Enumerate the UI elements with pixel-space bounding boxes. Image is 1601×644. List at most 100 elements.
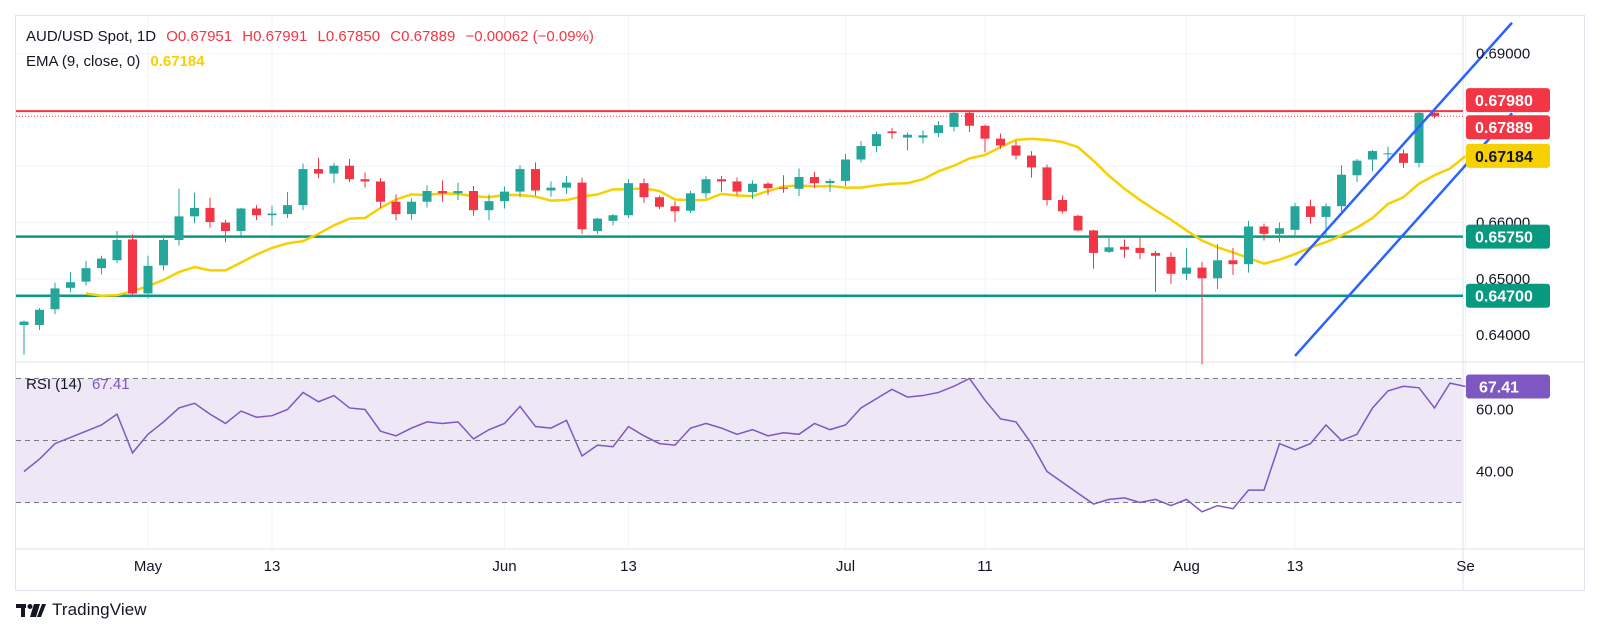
- candle-up: [1321, 206, 1331, 217]
- candle-down: [1399, 153, 1408, 163]
- candle-up: [1213, 260, 1222, 279]
- candle-down: [1151, 252, 1160, 256]
- candle-up: [1383, 153, 1393, 155]
- candle-down: [1197, 267, 1207, 279]
- tradingview-brand[interactable]: TradingView: [16, 598, 147, 622]
- candle-down: [965, 112, 974, 126]
- rsi-tick-label: 40.00: [1476, 464, 1514, 481]
- candle-down: [577, 182, 587, 230]
- candle-down: [1306, 206, 1315, 217]
- candle-down: [345, 165, 354, 180]
- candle-up: [1368, 151, 1377, 160]
- candle-up: [748, 183, 757, 193]
- price-tick-label: 0.65000: [1476, 271, 1530, 288]
- candle-up: [422, 191, 432, 202]
- price-badge-label: 0.64700: [1475, 289, 1533, 306]
- candle-up: [19, 321, 29, 325]
- candle-down: [391, 201, 401, 215]
- time-tick-label: 13: [620, 558, 637, 575]
- ema-line: [85, 137, 1467, 297]
- price-badge-last: [1466, 115, 1550, 140]
- candle-down: [128, 239, 137, 294]
- candle-up: [35, 309, 44, 325]
- candle-down: [205, 207, 215, 222]
- high-value: H0.67991: [242, 28, 308, 45]
- price-badge-label: 0.65750: [1475, 230, 1533, 247]
- candle-down: [376, 181, 385, 202]
- candle-down: [1073, 215, 1083, 231]
- candle-down: [887, 131, 897, 134]
- price-badge-label: 0.67980: [1475, 93, 1533, 110]
- time-tick-label: Jun: [492, 558, 516, 575]
- open-value: O0.67951: [166, 28, 233, 45]
- change-value: −0.00062 (−0.09%): [465, 28, 594, 45]
- candle-up: [872, 134, 881, 147]
- candle-down: [639, 183, 649, 198]
- candle-up: [236, 208, 246, 231]
- chart-canvas[interactable]: 0.690000.660000.650000.640000.679800.678…: [16, 16, 1584, 590]
- time-tick-label: 13: [264, 558, 281, 575]
- candle-down: [1228, 260, 1238, 265]
- candle-down: [438, 191, 447, 194]
- rsi-legend[interactable]: RSI (14) 67.41: [26, 376, 136, 393]
- candle-up: [841, 159, 850, 181]
- candle-up: [1275, 228, 1284, 234]
- candle-up: [624, 183, 633, 216]
- header-legend: AUD/USD Spot, 1D O0.67951 H0.67991 L0.67…: [26, 28, 600, 45]
- candle-up: [500, 191, 509, 202]
- candle-up: [407, 201, 416, 215]
- time-tick-label: 13: [1287, 558, 1304, 575]
- candle-up: [701, 179, 711, 194]
- low-value: L0.67850: [317, 28, 381, 45]
- candle-down: [1027, 155, 1036, 168]
- candle-up: [159, 239, 168, 266]
- time-tick-label: Jul: [836, 558, 855, 575]
- candle-up: [66, 282, 75, 288]
- candle-down: [1259, 226, 1269, 234]
- candle-up: [81, 268, 91, 282]
- rsi-value-badge: [1466, 374, 1550, 399]
- candle-down: [779, 187, 788, 189]
- candle-up: [97, 258, 106, 269]
- candle-up: [1352, 160, 1362, 176]
- candle-down: [1011, 145, 1021, 156]
- price-tick-label: 0.64000: [1476, 327, 1530, 344]
- candle-down: [1089, 230, 1098, 253]
- candle-up: [515, 169, 525, 192]
- candle-up: [112, 239, 122, 261]
- candle-up: [856, 146, 866, 160]
- candle-up: [1244, 226, 1253, 265]
- price-badge-ema: [1466, 143, 1550, 168]
- time-tick-label: Aug: [1173, 558, 1200, 575]
- candle-down: [252, 208, 261, 216]
- candle-up: [825, 180, 835, 184]
- price-tick-label: 0.69000: [1476, 46, 1530, 63]
- rsi-label: RSI (14): [26, 376, 82, 393]
- candle-up: [686, 193, 695, 211]
- rsi-line: [23, 377, 1466, 513]
- candle-down: [717, 179, 726, 182]
- candle-up: [190, 207, 199, 217]
- rsi-tick-label: 60.00: [1476, 402, 1514, 419]
- ema-value: 0.67184: [150, 53, 205, 70]
- candle-up: [593, 218, 602, 231]
- symbol-label[interactable]: AUD/USD Spot, 1D: [26, 28, 157, 45]
- candle-up: [453, 191, 463, 194]
- candle-up: [174, 216, 184, 240]
- candle-down: [763, 183, 773, 189]
- candle-down: [1135, 247, 1145, 253]
- tradingview-logo-icon: [16, 604, 46, 617]
- time-tick-label: May: [134, 558, 163, 575]
- brand-name: TradingView: [52, 600, 147, 619]
- candle-up: [1337, 174, 1346, 207]
- candle-down: [1120, 246, 1129, 250]
- candle-up: [608, 215, 618, 221]
- chart-frame[interactable]: 0.69000 0.66000 0.65000 0.64000 0.67980 0.678…: [15, 15, 1585, 591]
- time-tick-label: 11: [977, 558, 993, 575]
- candle-down: [732, 181, 742, 192]
- candle-up: [903, 134, 912, 138]
- ema-legend[interactable]: EMA (9, close, 0) 0.67184: [26, 53, 211, 70]
- candle-up: [298, 169, 308, 206]
- candle-up: [50, 288, 60, 310]
- candle-down: [469, 191, 478, 211]
